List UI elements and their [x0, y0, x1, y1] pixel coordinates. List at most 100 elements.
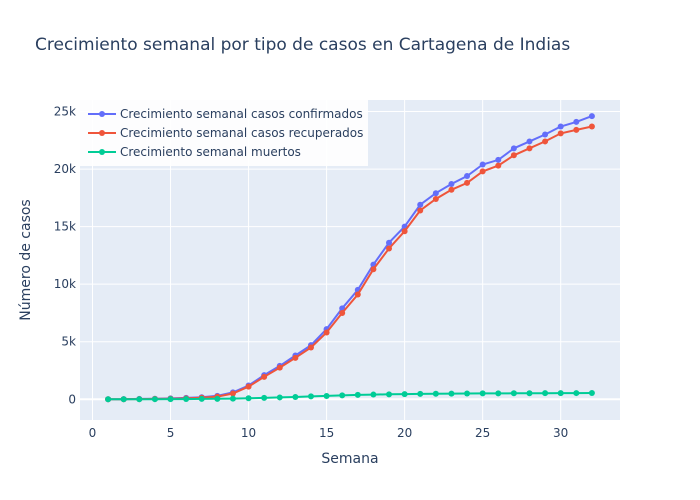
- data-point[interactable]: [495, 390, 502, 397]
- data-point[interactable]: [339, 392, 346, 399]
- data-point[interactable]: [276, 364, 283, 371]
- data-point[interactable]: [464, 172, 471, 179]
- data-point[interactable]: [573, 390, 580, 397]
- y-tick-label: 25k: [54, 105, 76, 119]
- data-point[interactable]: [245, 395, 252, 402]
- data-point[interactable]: [354, 391, 361, 398]
- data-point[interactable]: [198, 395, 205, 402]
- series: [105, 390, 595, 403]
- data-point[interactable]: [292, 354, 299, 361]
- data-point[interactable]: [261, 373, 268, 380]
- x-tick-label: 15: [319, 426, 334, 440]
- data-point[interactable]: [370, 266, 377, 273]
- data-point[interactable]: [588, 113, 595, 120]
- data-point[interactable]: [386, 391, 393, 398]
- legend-item[interactable]: Crecimiento semanal muertos: [88, 145, 301, 159]
- data-point[interactable]: [510, 390, 517, 397]
- data-point[interactable]: [479, 161, 486, 168]
- x-tick-label: 25: [475, 426, 490, 440]
- data-point[interactable]: [167, 396, 174, 403]
- data-point[interactable]: [542, 390, 549, 397]
- legend-item[interactable]: Crecimiento semanal casos recuperados: [88, 126, 363, 140]
- data-point[interactable]: [573, 126, 580, 133]
- data-point[interactable]: [542, 131, 549, 138]
- data-point[interactable]: [151, 396, 158, 403]
- data-point[interactable]: [526, 138, 533, 145]
- data-point[interactable]: [557, 390, 564, 397]
- data-point[interactable]: [510, 145, 517, 152]
- x-tick-label: 20: [397, 426, 412, 440]
- data-point[interactable]: [464, 390, 471, 397]
- y-tick-label: 10k: [54, 277, 76, 291]
- legend-marker: [99, 130, 105, 136]
- data-point[interactable]: [464, 179, 471, 186]
- data-point[interactable]: [432, 195, 439, 202]
- y-tick-label: 20k: [54, 162, 76, 176]
- x-axis-title: Semana: [321, 451, 378, 467]
- data-point[interactable]: [105, 396, 112, 403]
- data-point[interactable]: [214, 395, 221, 402]
- data-point[interactable]: [292, 393, 299, 400]
- data-point[interactable]: [417, 390, 424, 397]
- data-point[interactable]: [401, 228, 408, 235]
- legend-marker: [99, 149, 105, 155]
- data-point[interactable]: [510, 152, 517, 159]
- data-point[interactable]: [417, 201, 424, 208]
- data-point[interactable]: [276, 394, 283, 401]
- series-layer: [105, 113, 595, 403]
- data-point[interactable]: [354, 291, 361, 298]
- y-tick-label: 15k: [54, 220, 76, 234]
- data-point[interactable]: [386, 245, 393, 252]
- legend-marker: [99, 111, 105, 117]
- legend[interactable]: Crecimiento semanal casos confirmados Cre…: [80, 100, 368, 166]
- legend-item[interactable]: Crecimiento semanal casos confirmados: [88, 107, 363, 121]
- data-point[interactable]: [573, 118, 580, 125]
- data-point[interactable]: [588, 123, 595, 130]
- data-point[interactable]: [323, 392, 330, 399]
- data-point[interactable]: [495, 156, 502, 163]
- data-point[interactable]: [370, 391, 377, 398]
- data-point[interactable]: [542, 138, 549, 145]
- data-point[interactable]: [417, 207, 424, 214]
- y-tick-label: 5k: [61, 335, 76, 349]
- data-point[interactable]: [323, 329, 330, 336]
- x-tick-label: 10: [241, 426, 256, 440]
- data-point[interactable]: [261, 394, 268, 401]
- data-point[interactable]: [526, 145, 533, 152]
- data-point[interactable]: [136, 396, 143, 403]
- data-point[interactable]: [448, 390, 455, 397]
- legend-label: Crecimiento semanal muertos: [120, 145, 301, 159]
- x-tick-label: 30: [553, 426, 568, 440]
- data-point[interactable]: [386, 239, 393, 246]
- data-point[interactable]: [307, 393, 314, 400]
- legend-label: Crecimiento semanal casos confirmados: [120, 107, 363, 121]
- data-point[interactable]: [229, 395, 236, 402]
- data-point[interactable]: [183, 396, 190, 403]
- data-point[interactable]: [557, 123, 564, 130]
- y-axis-title: Número de casos: [18, 199, 34, 320]
- data-point[interactable]: [479, 390, 486, 397]
- x-tick-label: 5: [167, 426, 175, 440]
- legend-background: [80, 100, 368, 166]
- data-point[interactable]: [448, 186, 455, 193]
- x-tick-label: 0: [89, 426, 97, 440]
- data-point[interactable]: [120, 396, 127, 403]
- y-tick-label: 0: [68, 392, 76, 406]
- data-point[interactable]: [229, 390, 236, 397]
- data-point[interactable]: [432, 390, 439, 397]
- data-point[interactable]: [495, 162, 502, 169]
- data-point[interactable]: [307, 344, 314, 351]
- data-point[interactable]: [526, 390, 533, 397]
- data-point[interactable]: [432, 190, 439, 197]
- data-point[interactable]: [245, 383, 252, 390]
- legend-label: Crecimiento semanal casos recuperados: [120, 126, 363, 140]
- data-point[interactable]: [448, 181, 455, 188]
- chart-title: Crecimiento semanal por tipo de casos en…: [35, 35, 570, 55]
- data-point[interactable]: [479, 168, 486, 175]
- data-point[interactable]: [401, 391, 408, 398]
- data-point[interactable]: [557, 130, 564, 137]
- data-point[interactable]: [588, 390, 595, 397]
- data-point[interactable]: [339, 309, 346, 316]
- axis-ticks: 0 5 10 15 20 25 30 0 5k 10k 15k 20k 25k: [54, 105, 569, 440]
